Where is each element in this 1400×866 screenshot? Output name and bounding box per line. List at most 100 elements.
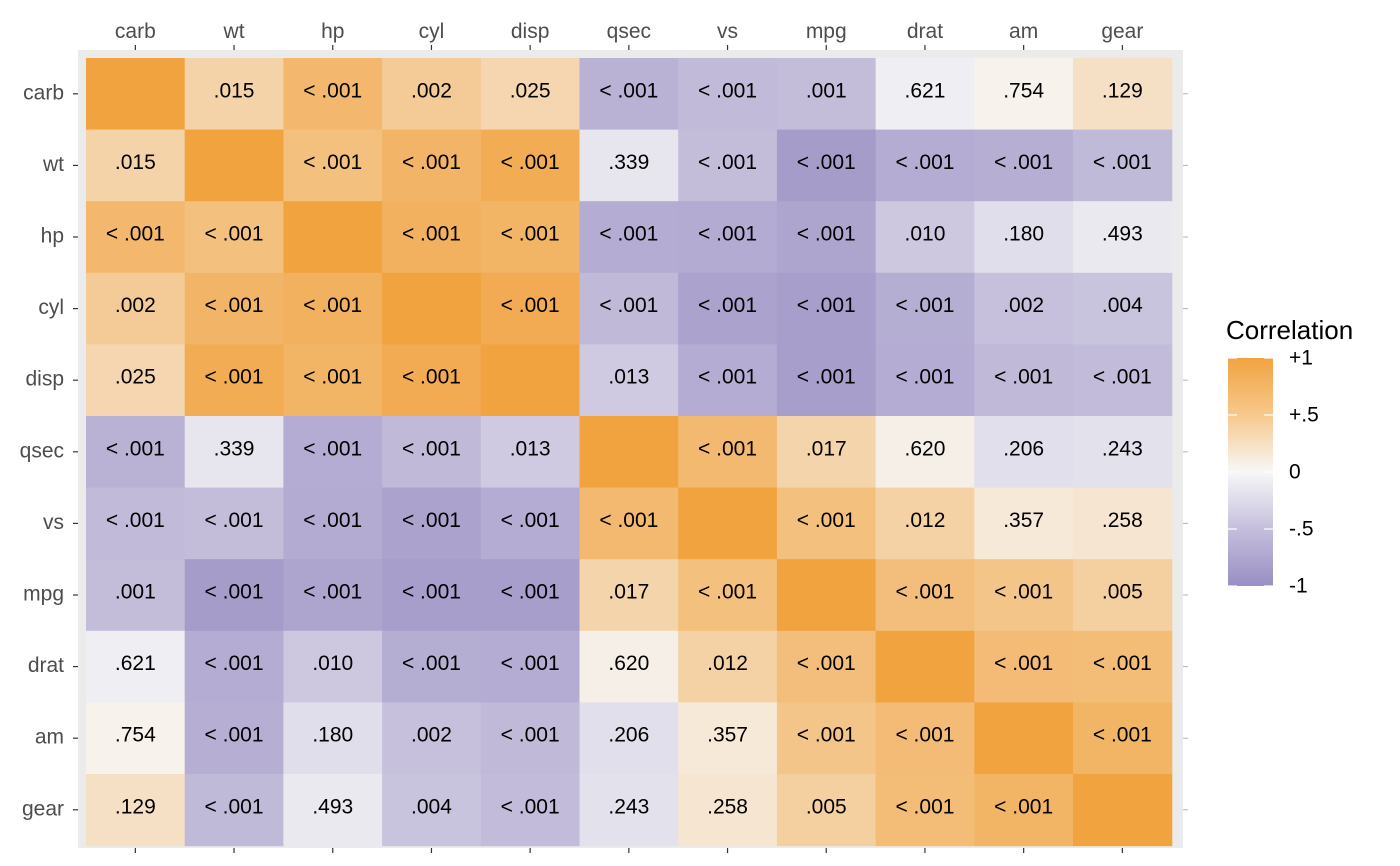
legend-tick-label-2: 0: [1289, 461, 1301, 484]
heatmap-cell-vs-am: [974, 487, 1074, 560]
heatmap-cell-disp-cyl: [382, 344, 482, 417]
heatmap-cell-qsec-mpg: [776, 416, 877, 489]
x-tick-label-hp: hp: [321, 20, 344, 43]
heatmap-cell-disp-carb: [86, 344, 186, 417]
heatmap-cell-hp-mpg: [776, 201, 877, 274]
cell-label-vs-carb: < .001: [106, 509, 165, 532]
heatmap-cell-mpg-qsec: [579, 559, 679, 632]
heatmap-cell-carb-am: [974, 58, 1074, 131]
legend-tick-label-4: -1: [1289, 575, 1308, 598]
cell-label-mpg-qsec: .017: [608, 581, 649, 604]
heatmap-cell-cyl-drat: [875, 272, 975, 345]
heatmap-cell-drat-cyl: [382, 630, 482, 703]
cell-label-disp-drat: < .001: [895, 366, 954, 389]
cell-label-gear-carb: .129: [115, 795, 156, 818]
heatmap-cell-am-drat: [875, 702, 975, 775]
cell-label-qsec-hp: < .001: [303, 437, 362, 460]
y-tick-label-disp: disp: [25, 368, 64, 391]
heatmap-cell-qsec-cyl: [382, 416, 482, 489]
cell-label-carb-cyl: .002: [411, 79, 452, 102]
y-tick-label-gear: gear: [22, 797, 64, 820]
heatmap-cell-cyl-mpg: [776, 272, 877, 345]
cell-label-wt-qsec: .339: [608, 151, 649, 174]
x-tick-label-mpg: mpg: [806, 20, 847, 43]
heatmap-cell-carb-drat: [875, 58, 975, 131]
cell-label-drat-carb: .621: [115, 652, 156, 675]
cell-label-cyl-gear: .004: [1102, 294, 1143, 317]
y-tick-label-drat: drat: [28, 654, 64, 677]
cell-label-am-qsec: .206: [608, 724, 649, 747]
heatmap-cell-am-qsec: [579, 702, 679, 775]
heatmap-cell-wt-disp: [480, 129, 581, 202]
cell-label-qsec-drat: .620: [905, 437, 946, 460]
x-tick-label-cyl: cyl: [419, 20, 445, 43]
heatmap-cell-cyl-qsec: [579, 272, 679, 345]
cell-label-carb-gear: .129: [1102, 79, 1143, 102]
cell-label-am-cyl: .002: [411, 724, 452, 747]
heatmap-cells: [86, 58, 1173, 847]
cell-label-gear-hp: .493: [312, 795, 353, 818]
heatmap-cell-mpg-carb: [86, 559, 186, 632]
cell-label-disp-qsec: .013: [608, 366, 649, 389]
legend-tick-label-3: -.5: [1289, 518, 1314, 541]
cell-label-cyl-hp: < .001: [303, 294, 362, 317]
heatmap-cell-disp-am: [974, 344, 1074, 417]
heatmap-cell-drat-qsec: [579, 630, 679, 703]
cell-label-vs-drat: .012: [905, 509, 946, 532]
cell-label-vs-disp: < .001: [501, 509, 560, 532]
cell-label-carb-drat: .621: [905, 79, 946, 102]
x-tick-label-carb: carb: [115, 20, 156, 43]
cell-label-hp-carb: < .001: [106, 223, 165, 246]
cell-label-drat-am: < .001: [994, 652, 1053, 675]
cell-label-mpg-wt: < .001: [205, 581, 264, 604]
cell-label-mpg-cyl: < .001: [402, 581, 461, 604]
cell-label-wt-mpg: < .001: [797, 151, 856, 174]
cell-label-carb-disp: .025: [510, 79, 551, 102]
cell-label-cyl-disp: < .001: [501, 294, 560, 317]
cell-label-am-gear: < .001: [1093, 724, 1152, 747]
legend: Correlation +1 +.5 0 -.5 -1: [1226, 315, 1353, 598]
heatmap-cell-qsec-gear: [1073, 416, 1173, 489]
heatmap-cell-qsec-disp: [480, 416, 581, 489]
cell-label-mpg-carb: .001: [115, 581, 156, 604]
cell-label-carb-vs: < .001: [698, 79, 757, 102]
cell-label-am-drat: < .001: [895, 724, 954, 747]
heatmap-cell-hp-vs: [678, 201, 778, 274]
x-tick-label-wt: wt: [223, 20, 245, 43]
heatmap-cell-gear-hp: [283, 774, 383, 847]
cell-label-carb-mpg: .001: [806, 79, 847, 102]
heatmap-cell-disp-drat: [875, 344, 975, 417]
y-tick-label-hp: hp: [41, 225, 64, 248]
legend-ticks: +1 +.5 0 -.5 -1: [1228, 347, 1319, 598]
heatmap-cell-carb-mpg: [776, 58, 877, 131]
cell-label-disp-gear: < .001: [1093, 366, 1152, 389]
cell-label-drat-mpg: < .001: [797, 652, 856, 675]
heatmap-cell-cyl-hp: [283, 272, 383, 345]
heatmap-cell-gear-wt: [184, 774, 284, 847]
cell-label-gear-drat: < .001: [895, 795, 954, 818]
heatmap-cell-carb-vs: [678, 58, 778, 131]
cell-label-qsec-gear: .243: [1102, 437, 1143, 460]
heatmap-cell-disp-mpg: [776, 344, 877, 417]
heatmap-cell-qsec-qsec: [579, 416, 679, 489]
cell-label-cyl-mpg: < .001: [797, 294, 856, 317]
cell-label-drat-qsec: .620: [608, 652, 649, 675]
cell-label-mpg-gear: .005: [1102, 581, 1143, 604]
heatmap-cell-hp-cyl: [382, 201, 482, 274]
heatmap-cell-am-disp: [480, 702, 581, 775]
cell-label-am-mpg: < .001: [797, 724, 856, 747]
heatmap-cell-cyl-wt: [184, 272, 284, 345]
cell-label-gear-mpg: .005: [806, 795, 847, 818]
heatmap-cell-am-vs: [678, 702, 778, 775]
heatmap-cell-carb-cyl: [382, 58, 482, 131]
cell-label-qsec-vs: < .001: [698, 437, 757, 460]
heatmap-cell-drat-am: [974, 630, 1074, 703]
cell-label-vs-cyl: < .001: [402, 509, 461, 532]
heatmap-cell-gear-drat: [875, 774, 975, 847]
cell-label-gear-wt: < .001: [205, 795, 264, 818]
legend-tick-label-0: +1: [1289, 347, 1313, 370]
cell-label-am-carb: .754: [115, 724, 156, 747]
heatmap-cell-cyl-am: [974, 272, 1074, 345]
heatmap-cell-wt-qsec: [579, 129, 679, 202]
cell-label-cyl-vs: < .001: [698, 294, 757, 317]
